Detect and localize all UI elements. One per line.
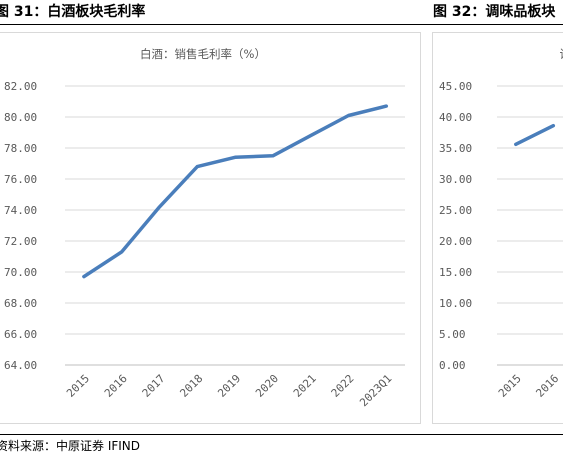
top-divider	[0, 24, 563, 25]
y-tick-label: 20.00	[439, 235, 472, 248]
y-tick-label: 30.00	[439, 173, 472, 186]
y-tick-label: 74.00	[4, 204, 37, 217]
y-tick-label: 68.00	[4, 297, 37, 310]
y-tick-label: 76.00	[4, 173, 37, 186]
y-tick-label: 72.00	[4, 235, 37, 248]
source-note: 资料来源：中原证券 IFIND	[0, 439, 141, 453]
y-tick-label: 66.00	[4, 328, 37, 341]
series-line	[514, 123, 556, 147]
chart-title: 调味	[560, 47, 563, 61]
baijiu-gross-margin-chart: 白酒：销售毛利率（%） 64.00 66.00 68.00 70.00 72.00 74.0…	[4, 47, 405, 409]
y-tick-label: 80.00	[4, 111, 37, 124]
x-tick-label: 2016	[533, 372, 561, 400]
bottom-divider	[0, 434, 563, 435]
x-tick-label: 2016	[102, 372, 130, 400]
y-tick-label: 45.00	[439, 80, 472, 93]
x-tick-label: 2015	[64, 372, 92, 400]
x-tick-label: 2015	[496, 372, 524, 400]
x-tick-label: 2018	[177, 372, 205, 400]
x-tick-label: 2022	[329, 372, 357, 400]
y-tick-label: 0.00	[439, 359, 466, 372]
figure-32-title: 图 32：调味品板块	[433, 4, 556, 20]
condiment-gross-margin-chart: 调味 0.00 5.00 10.00 15.00 20.00 25.00 30.00 35.00…	[439, 47, 563, 400]
y-tick-label: 25.00	[439, 204, 472, 217]
figure-31-title: 图 31：白酒板块毛利率	[0, 4, 146, 20]
y-tick-label: 5.00	[439, 328, 466, 341]
y-tick-label: 64.00	[4, 359, 37, 372]
y-tick-label: 78.00	[4, 142, 37, 155]
x-tick-label: 2023Q1	[357, 372, 394, 409]
x-tick-label: 2020	[253, 372, 281, 400]
series-line	[82, 104, 389, 279]
condiment-chart-panel: 调味 0.00 5.00 10.00 15.00 20.00 25.00 30.00 35.00…	[432, 32, 563, 424]
y-tick-label: 35.00	[439, 142, 472, 155]
y-tick-label: 40.00	[439, 111, 472, 124]
x-tick-label: 2021	[291, 372, 319, 400]
y-tick-label: 15.00	[439, 266, 472, 279]
chart-title: 白酒：销售毛利率（%）	[140, 47, 266, 61]
baijiu-chart-panel: 白酒：销售毛利率（%） 64.00 66.00 68.00 70.00 72.00 74.0…	[0, 32, 421, 424]
y-tick-label: 70.00	[4, 266, 37, 279]
x-tick-label: 2019	[215, 372, 243, 400]
x-tick-label: 2017	[140, 372, 168, 400]
y-tick-label: 82.00	[4, 80, 37, 93]
y-tick-label: 10.00	[439, 297, 472, 310]
